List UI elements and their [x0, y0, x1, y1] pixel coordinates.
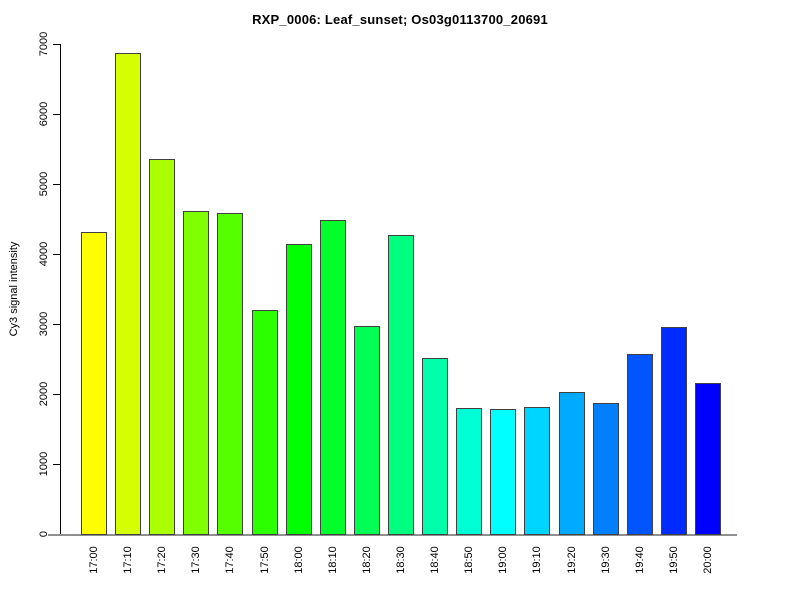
y-axis-line: [60, 44, 61, 535]
bar-19:50: [661, 327, 687, 535]
y-tick: [53, 44, 60, 45]
y-tick: [53, 394, 60, 395]
x-tick-label: 18:10: [327, 546, 339, 574]
x-tick-label: 20:00: [702, 546, 714, 574]
bar-18:20: [354, 326, 380, 535]
bar-18:30: [388, 235, 414, 535]
bar-17:30: [183, 211, 209, 535]
x-tick-label: 18:30: [395, 546, 407, 574]
y-tick-label: 2000: [38, 381, 50, 407]
chart-title: RXP_0006: Leaf_sunset; Os03g0113700_2069…: [252, 12, 548, 27]
y-tick: [53, 464, 60, 465]
y-tick-label: 5000: [38, 171, 50, 197]
y-tick-label: 6000: [38, 101, 50, 127]
x-tick-label: 18:20: [361, 546, 373, 574]
y-axis-label: Cy3 signal intensity: [8, 241, 20, 337]
y-tick: [53, 324, 60, 325]
x-tick-label: 19:50: [668, 546, 680, 574]
x-tick-label: 18:00: [293, 546, 305, 574]
bar-19:30: [593, 403, 619, 535]
bar-17:50: [252, 310, 278, 535]
x-tick-label: 19:20: [566, 546, 578, 574]
x-tick-label: 19:10: [531, 546, 543, 574]
y-tick-label: 7000: [38, 31, 50, 57]
x-axis-baseline: [48, 534, 737, 536]
y-tick: [53, 184, 60, 185]
y-tick-label: 3000: [38, 311, 50, 337]
x-tick-label: 17:20: [156, 546, 168, 574]
bar-19:10: [524, 407, 550, 535]
bar-19:40: [627, 354, 653, 535]
x-tick-label: 18:40: [429, 546, 441, 574]
bar-17:10: [115, 53, 141, 535]
x-tick-label: 19:30: [600, 546, 612, 574]
bar-19:20: [559, 392, 585, 535]
bar-17:20: [149, 159, 175, 535]
x-tick-label: 17:10: [122, 546, 134, 574]
x-tick-label: 17:40: [224, 546, 236, 574]
x-tick-label: 19:00: [497, 546, 509, 574]
bar-19:00: [490, 409, 516, 535]
x-tick-label: 19:40: [634, 546, 646, 574]
x-tick-label: 17:00: [88, 546, 100, 574]
bar-18:50: [456, 408, 482, 535]
bar-17:00: [81, 232, 107, 535]
bar-20:00: [695, 383, 721, 535]
y-tick-label: 1000: [38, 451, 50, 477]
y-tick: [53, 254, 60, 255]
x-tick-label: 17:30: [190, 546, 202, 574]
y-tick: [53, 114, 60, 115]
x-tick-label: 17:50: [259, 546, 271, 574]
y-tick-label: 4000: [38, 241, 50, 267]
bar-18:10: [320, 220, 346, 535]
x-tick-label: 18:50: [463, 546, 475, 574]
bar-18:00: [286, 244, 312, 535]
bar-17:40: [217, 213, 243, 535]
bar-18:40: [422, 358, 448, 535]
